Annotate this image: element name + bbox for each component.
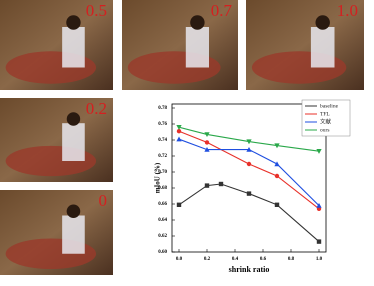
x-tick-label: 0.0 (176, 257, 183, 262)
y-tick-label: 0.72 (158, 154, 167, 159)
marker (246, 146, 252, 152)
y-tick-label: 0.70 (158, 170, 167, 175)
y-tick-label: 0.76 (158, 122, 167, 127)
y-axis-label: mIoU (%) (154, 162, 162, 193)
x-tick-label: 0.8 (288, 257, 295, 262)
photo-person (62, 123, 85, 161)
photo-head (66, 15, 81, 30)
panel-label: 0 (99, 191, 108, 210)
marker (176, 202, 182, 207)
y-tick-label: 0.66 (158, 202, 167, 207)
x-tick-label: 0.2 (204, 257, 211, 262)
marker (274, 161, 280, 167)
marker (274, 173, 280, 179)
marker (274, 143, 280, 149)
marker (274, 202, 280, 207)
marker (204, 140, 210, 145)
x-tick-label: 0.6 (260, 257, 267, 262)
y-tick-label: 0.74 (158, 138, 167, 143)
photo-head (66, 204, 81, 219)
marker (176, 125, 182, 130)
marker (176, 129, 182, 134)
marker (218, 181, 224, 187)
marker (316, 149, 322, 154)
photo-person (185, 27, 209, 68)
y-tick-label: 0.62 (158, 234, 167, 239)
marker (246, 139, 252, 145)
marker (204, 132, 210, 138)
marker (176, 136, 182, 142)
marker (246, 161, 252, 167)
series-line (178, 183, 320, 243)
photo-person (62, 215, 85, 254)
marker (204, 183, 210, 188)
photo-person (310, 27, 335, 68)
legend-label: 文献 (320, 117, 332, 125)
photo-head (66, 112, 81, 126)
legend-label: TFL (320, 111, 330, 117)
marker (316, 202, 322, 208)
marker (246, 191, 252, 196)
marker (316, 239, 322, 244)
panel-label: 0.7 (211, 1, 233, 20)
y-tick-label: 0.78 (158, 106, 167, 111)
legend-label: ours (320, 127, 329, 133)
panel-label: 0.2 (86, 99, 107, 118)
x-tick-label: 1.0 (316, 257, 323, 262)
y-tick-label: 0.64 (158, 218, 167, 223)
panel-label: 0.5 (86, 1, 107, 20)
legend-label: baseline (320, 103, 339, 109)
x-tick-label: 0.4 (232, 257, 239, 262)
plot-frame (171, 103, 327, 253)
photo-head (315, 15, 330, 30)
photo-head (190, 15, 205, 30)
y-tick-label: 0.68 (158, 186, 167, 191)
y-tick-label: 0.60 (158, 250, 167, 255)
x-axis-label: shrink ratio (229, 265, 270, 274)
panel-label: 1.0 (337, 1, 358, 20)
photo-person (62, 27, 85, 68)
marker (204, 146, 210, 152)
